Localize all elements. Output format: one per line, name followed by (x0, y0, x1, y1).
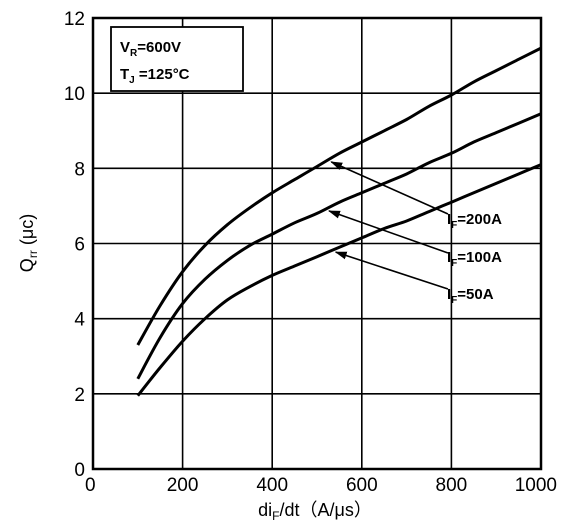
series-label-200a-main: I (447, 211, 451, 228)
y-tick-label: 2 (74, 385, 85, 406)
curve-if-100a (136, 112, 542, 380)
x-tick-label: 600 (346, 475, 378, 496)
condition-tj-rest: =125°C (135, 66, 190, 83)
curve-if-50a (136, 163, 542, 397)
series-label-200a-rest: =200A (457, 211, 502, 228)
data-series (136, 46, 542, 397)
grid-lines (93, 18, 541, 469)
condition-vr-sub: R (130, 48, 138, 59)
condition-vr-main: V (120, 39, 130, 56)
annotation-arrows (328, 161, 449, 290)
y-axis-label-main: Q (17, 258, 37, 272)
series-label-50a: IF=50A (447, 286, 494, 306)
series-label-50a-main: I (447, 286, 451, 303)
condition-vr: VR=600V (120, 39, 181, 59)
arrow-if-200a (330, 161, 449, 215)
series-label-200a-sub: F (451, 220, 457, 231)
x-axis-label-rest: /dt（A/μs） (279, 500, 371, 520)
arrow-if-50a (334, 251, 449, 290)
conditions-box: VR=600V TJ =125°C (110, 26, 244, 92)
series-label-100a-sub: F (451, 258, 457, 269)
condition-vr-rest: =600V (137, 39, 181, 56)
y-axis-label-rest: (μc) (17, 214, 37, 250)
series-label-100a-rest: =100A (457, 249, 502, 266)
series-label-100a-main: I (447, 249, 451, 266)
series-label-100a: IF=100A (447, 249, 502, 269)
y-tick-label: 8 (74, 159, 85, 180)
series-label-50a-sub: F (451, 295, 457, 306)
y-axis-label-sub: rr (26, 250, 40, 258)
plot-frame (91, 16, 543, 471)
x-axis-label-main: di (258, 500, 272, 520)
x-axis-label: diF/dt（A/μs） (258, 500, 372, 523)
conditions-box-frame (110, 26, 244, 92)
y-tick-label: 12 (64, 9, 85, 30)
x-tick-label: 800 (436, 475, 468, 496)
x-tick-label: 200 (167, 475, 199, 496)
y-tick-label: 6 (74, 235, 85, 256)
y-axis-ticks: 0 2 4 6 8 10 12 (64, 9, 86, 481)
y-axis-label: Qrr (μc) (17, 214, 40, 272)
y-tick-label: 0 (74, 460, 85, 481)
x-tick-label: 0 (85, 475, 96, 496)
x-tick-label: 1000 (515, 475, 557, 496)
series-label-50a-rest: =50A (457, 286, 493, 303)
arrow-if-100a (328, 210, 449, 254)
condition-tj: TJ =125°C (120, 66, 190, 86)
condition-tj-sub: J (129, 75, 135, 86)
y-tick-label: 10 (64, 84, 85, 105)
curve-if-200a (136, 46, 542, 346)
x-axis-ticks: 0 200 400 600 800 1000 (85, 475, 557, 496)
series-label-200a: IF=200A (447, 211, 502, 231)
condition-tj-main: T (120, 66, 129, 83)
x-axis-label-sub: F (272, 509, 279, 523)
x-tick-label: 400 (256, 475, 288, 496)
y-tick-label: 4 (74, 310, 85, 331)
